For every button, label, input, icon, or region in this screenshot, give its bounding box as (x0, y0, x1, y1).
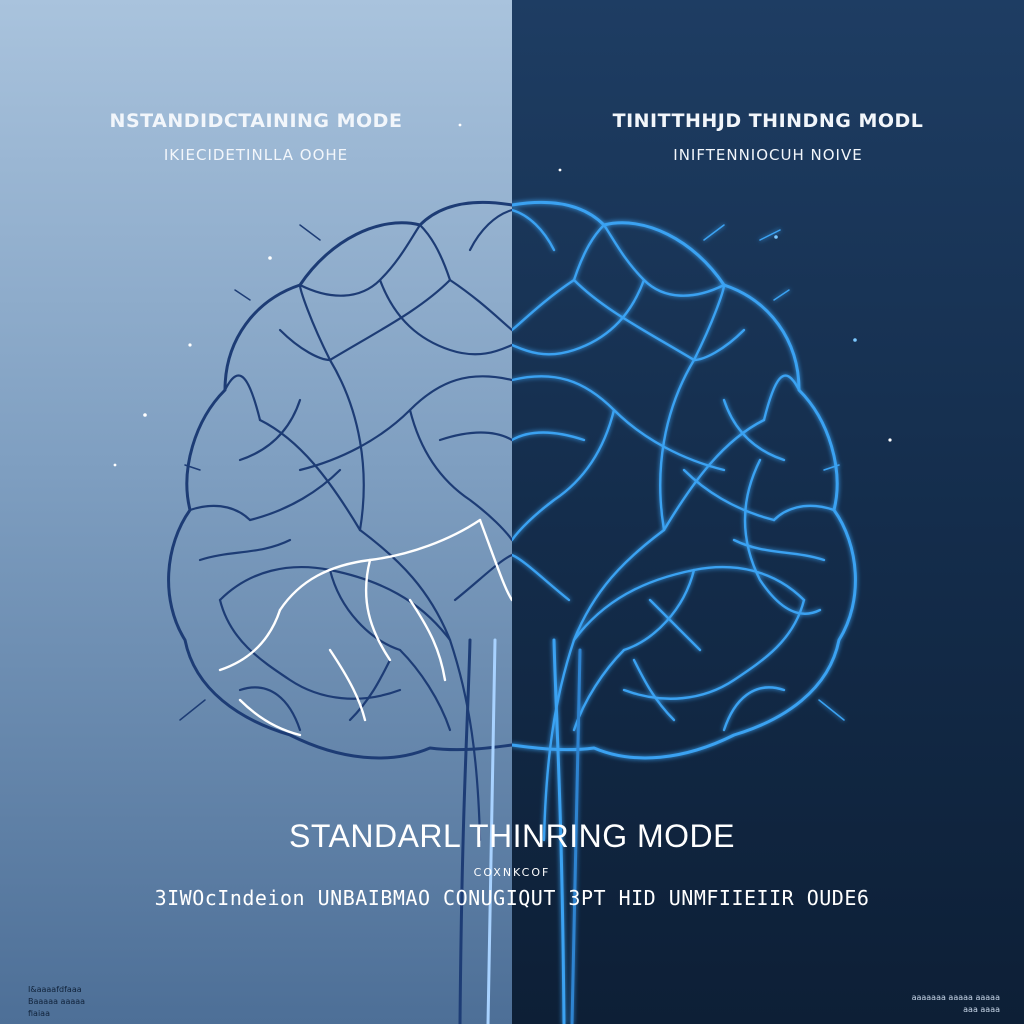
right-panel-heading: TINITTHHJD THINDNG MODL INIFTENNIOCUH NO… (512, 110, 1024, 164)
sparkle-dots (113, 123, 892, 467)
right-panel-background (512, 0, 1024, 1024)
right-brain-stem (552, 638, 566, 1024)
right-heading-line2: INIFTENNIOCUH NOIVE (673, 146, 863, 164)
left-brain-stem-light (486, 638, 497, 1024)
left-vein-network (188, 208, 512, 842)
right-vein-network (512, 208, 836, 842)
left-heading-line1: NSTANDIDCTAINING MODE (109, 110, 403, 132)
footer-left-text: I&aaaafdfaaa Baaaaa aaaaa fiaiaa (28, 985, 86, 1018)
caption-small-label: COXNKCOF (473, 866, 551, 879)
caption-title: STANDARL THINRING MODE (289, 818, 735, 854)
left-panel-background (0, 0, 512, 1024)
left-heading-line2: IKIECIDETINLLA OOHE (163, 146, 349, 164)
caption-subtitle: 3IWOcIndeion UNBAIBMAO CONUGIQUT 3PT HID… (154, 886, 870, 910)
left-highlight-veins (218, 518, 512, 737)
right-brain-half (512, 200, 857, 1024)
right-brain-stem-2 (570, 648, 582, 1024)
left-brain-half (167, 200, 512, 1024)
footer-right-text: aaaaaaa aaaaa aaaaa aaa aaaa (911, 993, 1000, 1014)
left-brain-stem (458, 638, 472, 1024)
left-panel-heading: NSTANDIDCTAINING MODE IKIECIDETINLLA OOH… (0, 110, 512, 164)
right-heading-line1: TINITTHHJD THINDNG MODL (612, 110, 924, 132)
